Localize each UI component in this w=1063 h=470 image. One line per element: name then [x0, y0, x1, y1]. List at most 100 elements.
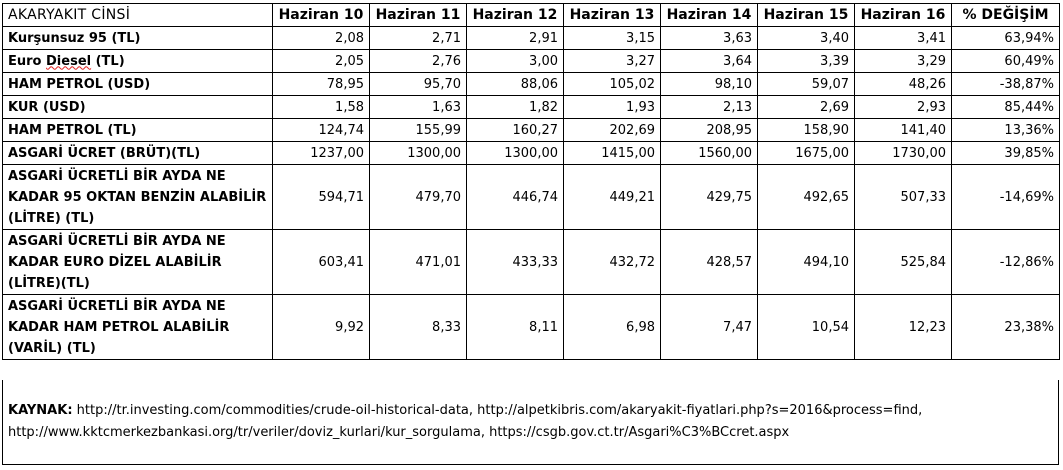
value-cell: 88,06 — [466, 72, 564, 96]
value-cell: 3,40 — [757, 26, 855, 50]
value-cell: 155,99 — [369, 118, 467, 142]
value-cell: 160,27 — [466, 118, 564, 142]
value-cell: 3,39 — [757, 49, 855, 73]
value-cell: 3,41 — [854, 26, 952, 50]
row-label: ASGARİ ÜCRETLİ BİR AYDA NE KADAR HAM PET… — [2, 294, 273, 360]
header-col: Haziran 16 — [854, 3, 952, 27]
value-cell: 1730,00 — [854, 141, 952, 165]
value-cell: 59,07 — [757, 72, 855, 96]
value-cell: 428,57 — [660, 229, 758, 295]
change-cell: 13,36% — [951, 118, 1060, 142]
value-cell: 471,01 — [369, 229, 467, 295]
value-cell: 479,70 — [369, 164, 467, 230]
change-cell: 85,44% — [951, 95, 1060, 119]
value-cell: 446,74 — [466, 164, 564, 230]
value-cell: 603,41 — [272, 229, 370, 295]
value-cell: 1560,00 — [660, 141, 758, 165]
value-cell: 3,63 — [660, 26, 758, 50]
header-col: Haziran 15 — [757, 3, 855, 27]
value-cell: 3,64 — [660, 49, 758, 73]
table-row: ASGARİ ÜCRETLİ BİR AYDA NE KADAR 95 OKTA… — [2, 164, 1060, 230]
value-cell: 525,84 — [854, 229, 952, 295]
value-cell: 1,82 — [466, 95, 564, 119]
source-label: KAYNAK: — [8, 403, 73, 418]
value-cell: 1675,00 — [757, 141, 855, 165]
value-cell: 433,33 — [466, 229, 564, 295]
table-row: Kurşunsuz 95 (TL) 2,08 2,71 2,91 3,15 3,63 3,4… — [2, 26, 1060, 50]
change-cell: 63,94% — [951, 26, 1060, 50]
change-cell: 23,38% — [951, 294, 1060, 360]
row-label: Euro Diesel (TL) — [2, 49, 273, 73]
value-cell: 158,90 — [757, 118, 855, 142]
value-cell: 3,27 — [563, 49, 661, 73]
value-cell: 2,69 — [757, 95, 855, 119]
fuel-price-table: AKARYAKIT CİNSİ Haziran 10 Haziran 11 Ha… — [2, 3, 1060, 360]
spellcheck-word: Diesel — [46, 53, 92, 69]
row-label: ASGARİ ÜCRET (BRÜT)(TL) — [2, 141, 273, 165]
change-cell: 39,85% — [951, 141, 1060, 165]
table-row: ASGARİ ÜCRET (BRÜT)(TL) 1237,00 1300,00 130… — [2, 141, 1060, 165]
row-label: ASGARİ ÜCRETLİ BİR AYDA NE KADAR 95 OKTA… — [2, 164, 273, 230]
value-cell: 202,69 — [563, 118, 661, 142]
source-note: KAYNAK: http://tr.investing.com/commodit… — [2, 380, 1059, 465]
value-cell: 8,11 — [466, 294, 564, 360]
value-cell: 3,00 — [466, 49, 564, 73]
value-cell: 594,71 — [272, 164, 370, 230]
table-row: Euro Diesel (TL) 2,05 2,76 3,00 3,27 3,64 3,39… — [2, 49, 1060, 73]
value-cell: 1415,00 — [563, 141, 661, 165]
value-cell: 492,65 — [757, 164, 855, 230]
value-cell: 1,63 — [369, 95, 467, 119]
value-cell: 8,33 — [369, 294, 467, 360]
table-row: ASGARİ ÜCRETLİ BİR AYDA NE KADAR HAM PET… — [2, 294, 1060, 360]
header-col: Haziran 14 — [660, 3, 758, 27]
value-cell: 494,10 — [757, 229, 855, 295]
value-cell: 1237,00 — [272, 141, 370, 165]
value-cell: 78,95 — [272, 72, 370, 96]
value-cell: 1,58 — [272, 95, 370, 119]
value-cell: 507,33 — [854, 164, 952, 230]
value-cell: 432,72 — [563, 229, 661, 295]
table-row: ASGARİ ÜCRETLİ BİR AYDA NE KADAR EURO Dİ… — [2, 229, 1060, 295]
header-label-col: AKARYAKIT CİNSİ — [2, 3, 273, 27]
value-cell: 2,71 — [369, 26, 467, 50]
value-cell: 95,70 — [369, 72, 467, 96]
header-col: Haziran 11 — [369, 3, 467, 27]
value-cell: 10,54 — [757, 294, 855, 360]
change-cell: -38,87% — [951, 72, 1060, 96]
header-col: Haziran 13 — [563, 3, 661, 27]
table-row: HAM PETROL (TL) 124,74 155,99 160,27 202,69 2… — [2, 118, 1060, 142]
table-row: KUR (USD) 1,58 1,63 1,82 1,93 2,13 2,69 2,93 85,… — [2, 95, 1060, 119]
header-col-change: % DEĞİŞİM — [951, 3, 1060, 27]
value-cell: 12,23 — [854, 294, 952, 360]
table-row: HAM PETROL (USD) 78,95 95,70 88,06 105,02 98,… — [2, 72, 1060, 96]
value-cell: 1,93 — [563, 95, 661, 119]
value-cell: 3,15 — [563, 26, 661, 50]
change-cell: -12,86% — [951, 229, 1060, 295]
value-cell: 105,02 — [563, 72, 661, 96]
value-cell: 449,21 — [563, 164, 661, 230]
value-cell: 208,95 — [660, 118, 758, 142]
value-cell: 2,13 — [660, 95, 758, 119]
value-cell: 2,91 — [466, 26, 564, 50]
change-cell: 60,49% — [951, 49, 1060, 73]
value-cell: 6,98 — [563, 294, 661, 360]
value-cell: 98,10 — [660, 72, 758, 96]
value-cell: 9,92 — [272, 294, 370, 360]
value-cell: 7,47 — [660, 294, 758, 360]
value-cell: 48,26 — [854, 72, 952, 96]
value-cell: 2,08 — [272, 26, 370, 50]
value-cell: 1300,00 — [369, 141, 467, 165]
header-col: Haziran 12 — [466, 3, 564, 27]
change-cell: -14,69% — [951, 164, 1060, 230]
header-col: Haziran 10 — [272, 3, 370, 27]
value-cell: 429,75 — [660, 164, 758, 230]
value-cell: 124,74 — [272, 118, 370, 142]
row-label: HAM PETROL (USD) — [2, 72, 273, 96]
value-cell: 3,29 — [854, 49, 952, 73]
value-cell: 1300,00 — [466, 141, 564, 165]
value-cell: 2,05 — [272, 49, 370, 73]
value-cell: 2,76 — [369, 49, 467, 73]
row-label: Kurşunsuz 95 (TL) — [2, 26, 273, 50]
source-links: http://tr.investing.com/commodities/crud… — [8, 403, 923, 440]
